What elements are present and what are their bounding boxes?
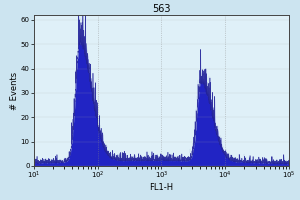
Y-axis label: # Events: # Events <box>10 71 19 110</box>
X-axis label: FL1-H: FL1-H <box>149 183 173 192</box>
Title: 563: 563 <box>152 4 171 14</box>
